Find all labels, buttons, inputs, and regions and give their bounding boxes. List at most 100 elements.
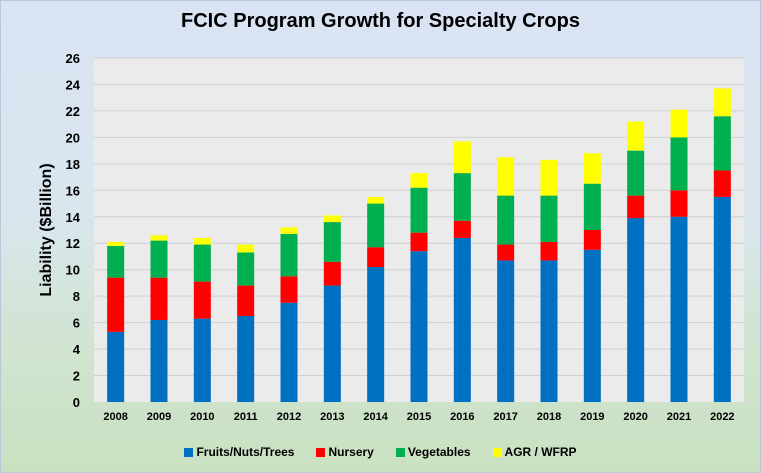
bar-nursery-2018 [540,241,558,261]
legend: Fruits/Nuts/Trees Nursery Vegetables AGR / … [1,445,760,459]
bar-nursery-2011 [237,285,255,316]
x-tick-label: 2009 [147,411,171,423]
x-tick-label: 2010 [190,411,214,423]
bar-agr-wfrp-2008 [107,241,125,246]
bar-agr-wfrp-2016 [453,141,471,174]
bar-vegetables-2008 [107,245,125,278]
y-axis-label: Liability ($Billion) [38,163,55,296]
bar-vegetables-2018 [540,195,558,242]
bar-vegetables-2021 [670,137,688,191]
y-tick-label: 2 [73,369,80,384]
x-tick-label: 2013 [320,411,344,423]
y-tick-label: 22 [66,104,80,119]
legend-item: Nursery [316,445,374,459]
legend-swatch [395,447,405,457]
bar-fruits-nuts-trees-2013 [323,285,341,402]
y-tick-label: 8 [73,289,80,304]
bar-fruits-nuts-trees-2019 [583,249,601,402]
bar-vegetables-2022 [713,116,731,171]
bar-agr-wfrp-2022 [713,88,731,117]
x-tick-label: 2014 [363,411,388,423]
legend-swatch [492,447,502,457]
x-tick-label: 2019 [580,411,604,423]
x-tick-label: 2015 [407,411,431,423]
legend-label: Vegetables [407,445,471,459]
x-tick-label: 2008 [103,411,127,423]
y-tick-label: 16 [66,183,80,198]
bar-vegetables-2010 [193,244,211,282]
bar-agr-wfrp-2018 [540,159,558,196]
bar-nursery-2017 [497,244,515,261]
bar-nursery-2013 [323,261,341,286]
legend-swatch [184,447,194,457]
y-tick-label: 24 [66,77,81,92]
chart-title: FCIC Program Growth for Specialty Crops [181,10,580,32]
x-tick-label: 2012 [277,411,301,423]
bar-fruits-nuts-trees-2015 [410,251,428,402]
bar-vegetables-2011 [237,252,255,286]
bar-vegetables-2020 [627,150,645,196]
bar-nursery-2022 [713,170,731,197]
bar-fruits-nuts-trees-2018 [540,260,558,402]
bar-nursery-2010 [193,281,211,319]
bar-vegetables-2014 [367,203,385,248]
bar-nursery-2015 [410,232,428,252]
legend-item: Vegetables [395,445,471,459]
bar-nursery-2020 [627,195,645,219]
y-tick-label: 14 [66,210,81,225]
bar-nursery-2016 [453,220,471,238]
bar-nursery-2009 [150,277,168,320]
bar-vegetables-2012 [280,233,298,277]
legend-label: Fruits/Nuts/Trees [196,445,295,459]
y-tick-label: 18 [66,157,80,172]
bar-agr-wfrp-2021 [670,109,688,138]
bar-fruits-nuts-trees-2016 [453,237,471,402]
bar-nursery-2008 [107,277,125,332]
bar-nursery-2021 [670,190,688,217]
bar-fruits-nuts-trees-2011 [237,316,255,402]
bar-fruits-nuts-trees-2017 [497,260,515,402]
bar-vegetables-2009 [150,240,168,278]
x-tick-label: 2022 [710,411,734,423]
bar-agr-wfrp-2013 [323,215,341,223]
y-tick-label: 0 [73,395,80,410]
bar-agr-wfrp-2010 [193,237,211,245]
y-tick-label: 6 [73,316,80,331]
legend-label: AGR / WFRP [504,445,577,459]
legend-swatch [316,447,326,457]
bar-nursery-2012 [280,276,298,303]
x-tick-label: 2017 [493,411,517,423]
bar-agr-wfrp-2017 [497,157,515,196]
legend-item: Fruits/Nuts/Trees [184,445,294,459]
bar-fruits-nuts-trees-2020 [627,218,645,402]
bar-fruits-nuts-trees-2014 [367,267,385,402]
bar-vegetables-2019 [583,183,601,230]
bar-agr-wfrp-2019 [583,153,601,184]
x-tick-label: 2020 [623,411,647,423]
bar-agr-wfrp-2014 [367,196,385,204]
bar-vegetables-2017 [497,195,515,245]
bar-fruits-nuts-trees-2009 [150,319,168,402]
x-tick-label: 2016 [450,411,474,423]
x-tick-label: 2011 [234,411,258,423]
bar-agr-wfrp-2009 [150,235,168,241]
bar-fruits-nuts-trees-2008 [107,331,125,402]
bar-agr-wfrp-2020 [627,121,645,151]
bar-agr-wfrp-2015 [410,173,428,188]
bar-fruits-nuts-trees-2012 [280,302,298,402]
bar-fruits-nuts-trees-2010 [193,318,211,402]
y-tick-label: 12 [66,236,80,251]
bar-nursery-2014 [367,247,385,268]
bar-vegetables-2013 [323,222,341,262]
y-tick-label: 26 [66,51,80,66]
bar-nursery-2019 [583,230,601,250]
bar-agr-wfrp-2011 [237,244,255,253]
bar-agr-wfrp-2012 [280,227,298,234]
legend-label: Nursery [328,445,374,459]
x-tick-label: 2021 [667,411,691,423]
y-tick-label: 4 [73,342,81,357]
bar-fruits-nuts-trees-2022 [713,196,731,402]
y-tick-label: 10 [66,263,80,278]
